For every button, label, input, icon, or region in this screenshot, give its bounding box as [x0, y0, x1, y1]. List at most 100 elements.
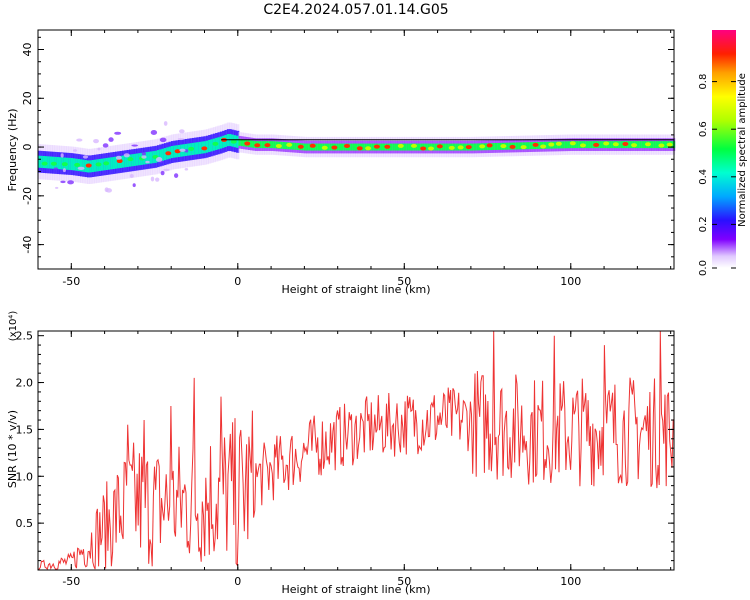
heat-cell [622, 141, 629, 146]
snr-x-ticks: -50 0 50 100 [37, 331, 672, 588]
heat-cell [156, 150, 161, 163]
heat-cell [82, 159, 86, 172]
heat-cell [127, 157, 134, 162]
heat-cell [100, 158, 105, 171]
heat-cell [82, 155, 89, 159]
heat-cell [315, 143, 319, 151]
heat-cell [515, 142, 520, 150]
heat-cell [184, 167, 189, 171]
snr-x-axis-label: Height of straight line (km) [281, 583, 430, 596]
snr-series [38, 330, 674, 571]
heat-cell [329, 143, 333, 151]
snr-line [38, 330, 674, 571]
heat-cell [389, 143, 394, 151]
heat-cell [666, 142, 673, 147]
heat-cell [297, 144, 304, 149]
heat-cell [506, 142, 510, 150]
heat-cell [308, 143, 312, 151]
heat-cell [497, 142, 501, 150]
spectrogram-panel: -50 0 50 100 -40 -20 0 20 40 Height of straight… [6, 29, 676, 296]
snr-frame [37, 330, 675, 571]
snr-y-axis-label: SNR (10 * v/v) [6, 410, 19, 488]
heat-cell [599, 141, 603, 149]
heat-cell [602, 141, 606, 149]
heat-cell [397, 143, 404, 148]
heat-cell [620, 141, 624, 149]
x-tick-label: 100 [560, 575, 581, 588]
heat-cell [525, 142, 529, 150]
heat-cell [55, 186, 59, 189]
heat-cell [110, 157, 114, 170]
heat-cell [424, 143, 429, 151]
heat-cell [344, 143, 351, 148]
heat-cell [252, 140, 256, 148]
heat-cell [210, 139, 214, 152]
heat-cell [394, 143, 398, 151]
heat-cell [336, 143, 340, 151]
heat-cell [352, 143, 356, 151]
heat-cell [448, 145, 455, 150]
heat-cell [53, 167, 59, 170]
heat-cell [114, 131, 122, 135]
heat-cell [560, 141, 564, 149]
heat-cell [520, 145, 527, 150]
spectrogram-frame [37, 29, 675, 270]
heat-cell [129, 174, 134, 178]
heat-cell [77, 166, 85, 170]
heat-cell [548, 142, 555, 147]
heat-cell [546, 141, 550, 149]
y-tick-label: 20 [21, 91, 34, 105]
heat-cell [271, 141, 275, 149]
spectrogram-y-axis-label: Frequency (Hz) [6, 109, 19, 192]
y-tick-label: 1.5 [16, 423, 34, 436]
heat-cell [208, 139, 212, 153]
heat-cell [445, 143, 450, 151]
heat-cell [41, 161, 48, 166]
heat-cell [306, 143, 310, 151]
heat-cell [462, 143, 466, 151]
heat-cell [373, 144, 380, 149]
heat-cell [61, 162, 68, 167]
heat-cell [486, 143, 493, 148]
heat-cell [631, 143, 638, 148]
heat-cell [662, 141, 666, 149]
heat-cell [317, 143, 321, 151]
heat-cell [275, 143, 282, 148]
x-tick-label: -50 [62, 575, 80, 588]
heat-cell [85, 163, 92, 168]
heat-cell [150, 130, 158, 136]
heat-cell [627, 141, 631, 149]
snr-scale-label: (x10⁴) [8, 311, 19, 342]
colorbar: 0.0 0.2 0.4 0.6 0.8 Normalized spectral ampl… [698, 30, 748, 276]
heat-cell [163, 148, 168, 161]
x-tick-label: -50 [62, 275, 80, 288]
heat-cell [76, 138, 83, 142]
heat-cell [427, 143, 431, 151]
y-tick-label: 1.0 [16, 470, 34, 483]
heat-cell [155, 157, 163, 162]
heat-cell [309, 143, 316, 148]
heat-cell [74, 162, 81, 167]
heat-cell [348, 143, 352, 151]
heat-cell [163, 121, 168, 126]
heat-cell [217, 137, 221, 150]
heat-cell [653, 141, 657, 149]
heat-cell [104, 187, 109, 193]
heat-cell [95, 162, 102, 167]
heat-cell [338, 143, 342, 151]
heat-cell [170, 146, 175, 159]
heat-cell [655, 141, 659, 149]
heat-cell [431, 143, 436, 151]
heat-cell [121, 155, 126, 168]
heat-cell [159, 137, 167, 143]
heat-cell [380, 143, 384, 151]
heat-cell [371, 143, 375, 151]
heat-cell [135, 153, 140, 166]
heat-cell [492, 143, 496, 151]
heat-cell [320, 143, 324, 151]
heat-cell [658, 143, 665, 148]
heat-cell [238, 138, 242, 146]
heat-cell [261, 141, 265, 149]
heat-cell [494, 142, 499, 150]
heat-cell [665, 141, 669, 149]
